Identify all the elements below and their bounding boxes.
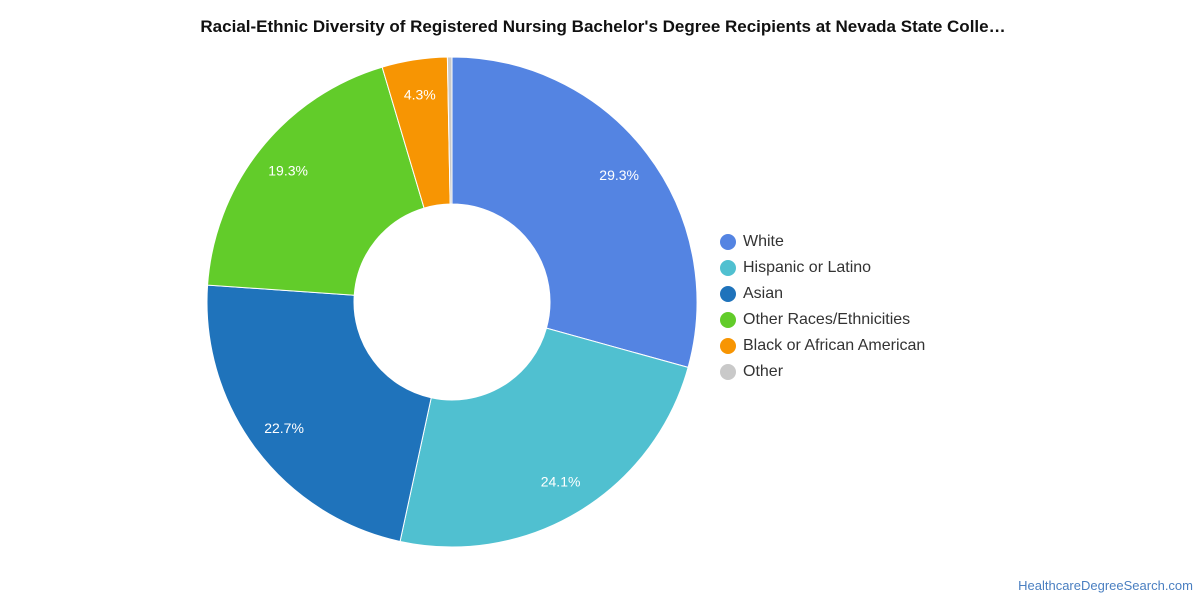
legend-item[interactable]: White xyxy=(720,229,925,255)
legend-swatch xyxy=(720,338,736,354)
legend-swatch xyxy=(720,234,736,250)
data-label-asian: 22.7% xyxy=(264,420,304,436)
legend-label: White xyxy=(743,233,784,250)
source-link[interactable]: HealthcareDegreeSearch.com xyxy=(1018,578,1193,593)
legend-label: Asian xyxy=(743,285,784,302)
legend-label: Other Races/Ethnicities xyxy=(743,311,911,328)
data-label-white: 29.3% xyxy=(599,167,639,183)
slice-other-races-ethnicities[interactable] xyxy=(207,66,425,296)
legend-swatch xyxy=(720,364,736,380)
data-label-black-or-african-american: 4.3% xyxy=(404,86,436,102)
legend-swatch xyxy=(720,312,736,328)
slice-asian[interactable] xyxy=(206,284,432,543)
legend-swatch xyxy=(720,260,736,276)
donut-chart: 29.3% 24.1% 22.7% 19.3% 4.3% xyxy=(206,56,698,548)
slice-white[interactable] xyxy=(451,56,698,369)
chart-title: Racial-Ethnic Diversity of Registered Nu… xyxy=(200,17,1006,36)
chart-legend: White Hispanic or Latino Asian Other Races/… xyxy=(720,229,925,385)
legend-item[interactable]: Other xyxy=(720,359,925,385)
data-label-other-races-ethnicities: 19.3% xyxy=(268,163,308,179)
slice-other[interactable] xyxy=(446,56,453,205)
legend-label: Black or African American xyxy=(743,337,926,354)
data-label-hispanic-or-latino: 24.1% xyxy=(541,474,581,490)
legend-label: Other xyxy=(743,363,784,380)
legend-item[interactable]: Asian xyxy=(720,281,925,307)
slice-hispanic-or-latino[interactable] xyxy=(399,327,689,548)
legend-swatch xyxy=(720,286,736,302)
legend-label: Hispanic or Latino xyxy=(743,259,872,276)
legend-item[interactable]: Other Races/Ethnicities xyxy=(720,307,925,333)
legend-item[interactable]: Black or African American xyxy=(720,333,925,359)
legend-item[interactable]: Hispanic or Latino xyxy=(720,255,925,281)
